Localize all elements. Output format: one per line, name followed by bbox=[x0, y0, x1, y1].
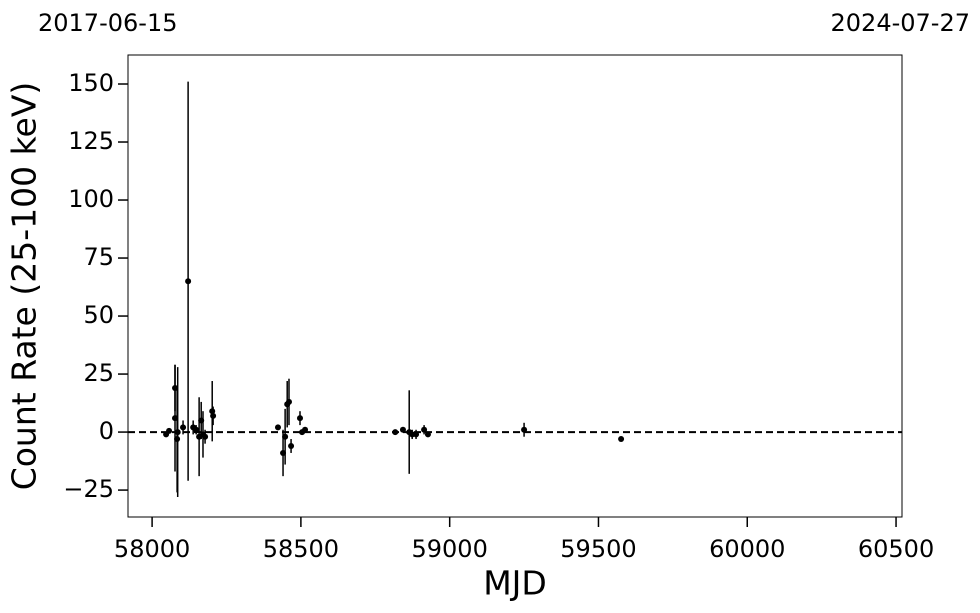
data-point bbox=[302, 426, 309, 433]
data-point bbox=[166, 427, 173, 434]
plot-frame bbox=[127, 54, 903, 518]
end-date-label: 2024-07-27 bbox=[831, 9, 970, 37]
data-point bbox=[618, 436, 625, 443]
x-axis-label: MJD bbox=[483, 564, 547, 603]
data-point bbox=[282, 433, 289, 440]
data-point bbox=[174, 429, 181, 436]
data-point bbox=[413, 431, 420, 438]
x-tick-label: 58500 bbox=[263, 535, 339, 563]
y-tick-label: −25 bbox=[63, 475, 114, 503]
data-point bbox=[180, 424, 187, 431]
x-tick-label: 59000 bbox=[412, 535, 488, 563]
data-point bbox=[424, 431, 431, 438]
data-point bbox=[297, 415, 303, 422]
data-point bbox=[421, 426, 428, 433]
data-point bbox=[399, 426, 406, 433]
x-tick-label: 60000 bbox=[709, 535, 785, 563]
data-point bbox=[285, 398, 292, 405]
y-tick-label: 100 bbox=[68, 185, 114, 213]
x-tick-label: 58000 bbox=[114, 535, 190, 563]
data-point bbox=[202, 433, 209, 440]
y-tick-label: 50 bbox=[83, 301, 114, 329]
data-point bbox=[288, 442, 295, 449]
data-point bbox=[392, 429, 399, 436]
y-axis-label: Count Rate (25-100 keV) bbox=[5, 82, 44, 491]
y-tick-label: 0 bbox=[99, 417, 114, 445]
x-tick-label: 60500 bbox=[858, 535, 934, 563]
data-point bbox=[521, 426, 528, 433]
start-date-label: 2017-06-15 bbox=[38, 9, 177, 37]
y-tick-label: 150 bbox=[68, 69, 114, 97]
data-point bbox=[274, 424, 281, 431]
x-tick-label: 59500 bbox=[560, 535, 636, 563]
data-point bbox=[185, 278, 192, 285]
y-tick-label: 125 bbox=[68, 127, 114, 155]
y-tick-label: 75 bbox=[83, 243, 114, 271]
data-point bbox=[193, 426, 200, 433]
data-point bbox=[210, 412, 217, 419]
y-tick-label: 25 bbox=[83, 359, 114, 387]
